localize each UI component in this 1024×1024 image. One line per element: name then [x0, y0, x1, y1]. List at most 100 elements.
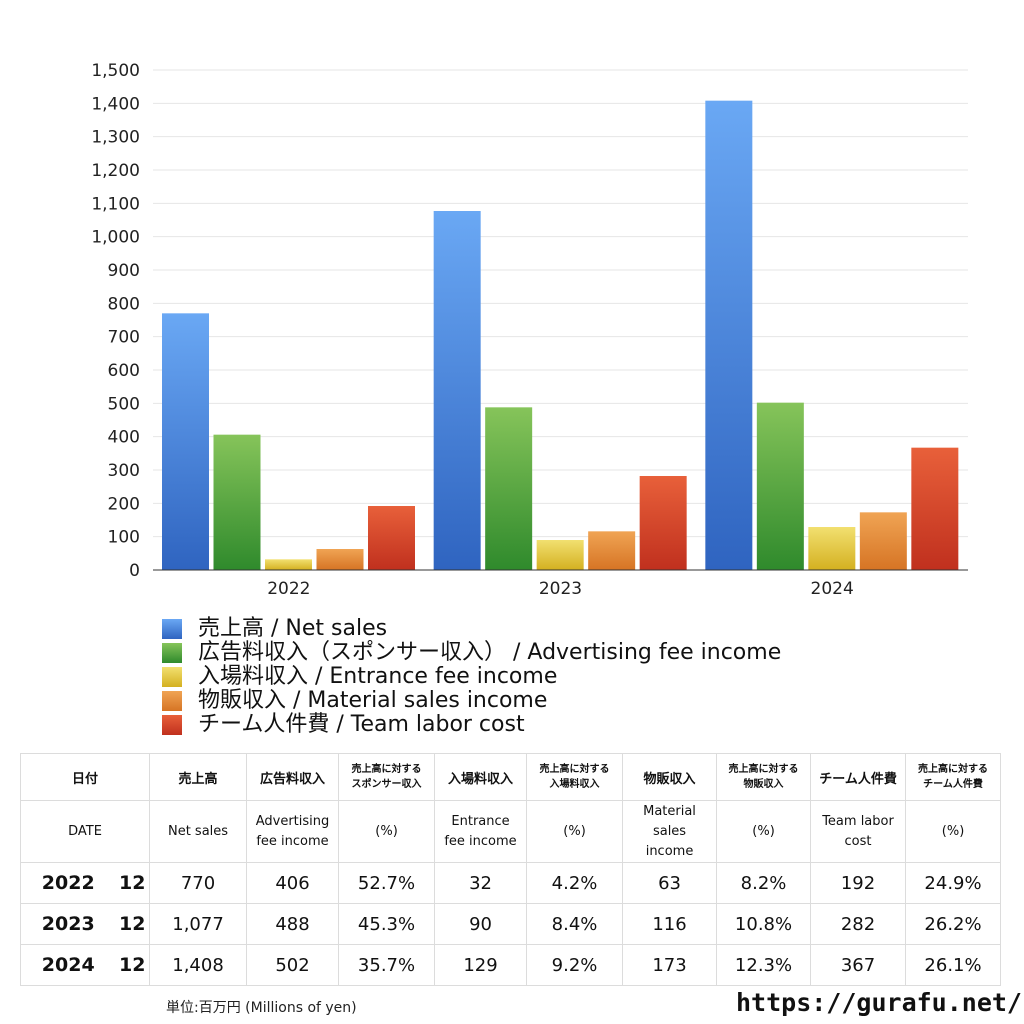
bar: [911, 447, 959, 570]
legend-swatch: [162, 691, 182, 711]
legend-item-advertising: 広告料収入（スポンサー収入） / Advertising fee income: [162, 641, 781, 665]
bar-chart: 0 100 200 300 400 500 600 700 800 900 1,000 1,100 1,…: [91, 61, 968, 599]
cell-labor-pct: 26.1%: [905, 944, 1002, 986]
cell-year: 2024: [20, 944, 116, 986]
header-net-sales-en: Net sales: [149, 800, 248, 863]
cell-material: 116: [622, 903, 718, 945]
cell-material: 173: [622, 944, 718, 986]
cell-advertising-pct: 52.7%: [338, 862, 436, 904]
cell-year: 2023: [20, 903, 116, 945]
cell-material-pct: 10.8%: [716, 903, 812, 945]
data-table: 日付 売上高 広告料収入 売上高に対する スポンサー収入 入場料収入 売上高に対す…: [19, 753, 1002, 986]
header-date-en: DATE: [19, 800, 151, 863]
header-material-pct-en: (%): [716, 800, 812, 863]
bar: [433, 211, 481, 570]
header-labor-en: Team labor cost: [810, 800, 907, 863]
cell-material: 63: [622, 862, 718, 904]
cell-labor: 282: [810, 903, 907, 945]
header-labor-pct-jp: 売上高に対する チーム人件費: [905, 753, 1002, 801]
cell-entrance-pct: 4.2%: [526, 862, 624, 904]
cell-entrance: 129: [434, 944, 528, 986]
bar: [705, 100, 753, 571]
table-row: 2024 12 1,408 502 35.7% 129 9.2% 173 12.…: [20, 944, 1002, 986]
source-url[interactable]: https://gurafu.net/: [736, 988, 1022, 1017]
cell-net-sales: 1,077: [149, 903, 248, 945]
cell-entrance: 90: [434, 903, 528, 945]
legend-item-net-sales: 売上高 / Net sales: [162, 617, 781, 641]
y-tick-label: 1,500: [91, 61, 140, 81]
header-advertising-en: Advertising fee income: [246, 800, 340, 863]
y-tick-label: 300: [108, 461, 140, 481]
x-tick-label: 2022: [267, 579, 310, 599]
y-tick-label: 800: [108, 294, 140, 314]
legend: 売上高 / Net sales 広告料収入（スポンサー収入） / Adverti…: [162, 617, 781, 737]
cell-labor-pct: 26.2%: [905, 903, 1002, 945]
legend-label: 売上高 / Net sales: [198, 616, 388, 641]
x-tick-label: 2024: [811, 579, 854, 599]
header-material-pct-jp: 売上高に対する 物販収入: [716, 753, 812, 801]
legend-label: チーム人件費 / Team labor cost: [198, 712, 525, 737]
cell-entrance-pct: 9.2%: [526, 944, 624, 986]
bar: [485, 407, 533, 570]
legend-swatch: [162, 667, 182, 687]
cell-advertising: 488: [246, 903, 340, 945]
cell-month: 12: [115, 903, 151, 945]
bar: [368, 506, 415, 570]
bar: [808, 527, 856, 570]
cell-net-sales: 770: [149, 862, 248, 904]
y-axis-ticks: 0 100 200 300 400 500 600 700 800 900 1,000 1,100 1,…: [91, 61, 140, 581]
y-tick-label: 400: [108, 428, 140, 448]
y-tick-label: 1,100: [91, 194, 140, 214]
cell-net-sales: 1,408: [149, 944, 248, 986]
header-material-jp: 物販収入: [622, 753, 718, 801]
legend-item-entrance: 入場料収入 / Entrance fee income: [162, 665, 781, 689]
header-date-jp: 日付: [19, 753, 151, 801]
legend-label: 広告料収入（スポンサー収入） / Advertising fee income: [198, 640, 782, 665]
y-tick-label: 100: [108, 528, 140, 548]
y-tick-label: 900: [108, 261, 140, 281]
y-tick-label: 1,000: [91, 228, 140, 248]
cell-year: 2022: [20, 862, 116, 904]
cell-labor: 192: [810, 862, 907, 904]
legend-label: 入場料収入 / Entrance fee income: [198, 664, 558, 689]
bar: [536, 540, 584, 570]
y-tick-label: 1,300: [91, 128, 140, 148]
header-labor-pct-en: (%): [905, 800, 1002, 863]
table-header-en: DATE Net sales Advertising fee income (%)…: [19, 800, 1002, 863]
cell-entrance: 32: [434, 862, 528, 904]
header-entrance-jp: 入場料収入: [434, 753, 528, 801]
table-header-jp: 日付 売上高 広告料収入 売上高に対する スポンサー収入 入場料収入 売上高に対す…: [19, 753, 1002, 801]
x-axis-ticks: 2022 2023 2024: [267, 579, 854, 599]
cell-material-pct: 8.2%: [716, 862, 812, 904]
bar: [316, 549, 364, 570]
legend-item-material: 物販収入 / Material sales income: [162, 689, 781, 713]
cell-month: 12: [115, 862, 151, 904]
header-entrance-en: Entrance fee income: [434, 800, 528, 863]
bar: [588, 531, 636, 570]
legend-label: 物販収入 / Material sales income: [198, 688, 548, 713]
header-net-sales-jp: 売上高: [149, 753, 248, 801]
legend-swatch: [162, 715, 182, 735]
cell-advertising-pct: 35.7%: [338, 944, 436, 986]
y-tick-label: 1,200: [91, 161, 140, 181]
cell-material-pct: 12.3%: [716, 944, 812, 986]
header-labor-jp: チーム人件費: [810, 753, 907, 801]
bar: [756, 402, 804, 570]
legend-item-labor: チーム人件費 / Team labor cost: [162, 713, 781, 737]
header-material-en: Material sales income: [622, 800, 718, 863]
cell-labor-pct: 24.9%: [905, 862, 1002, 904]
cell-advertising: 406: [246, 862, 340, 904]
legend-swatch: [162, 619, 182, 639]
y-tick-label: 500: [108, 394, 140, 414]
table-row: 2023 12 1,077 488 45.3% 90 8.4% 116 10.8…: [20, 903, 1002, 945]
cell-month: 12: [115, 944, 151, 986]
bar: [639, 476, 687, 570]
bars: [162, 100, 959, 571]
table-row: 2022 12 770 406 52.7% 32 4.2% 63 8.2% 19…: [20, 862, 1002, 904]
cell-advertising: 502: [246, 944, 340, 986]
y-tick-label: 0: [129, 561, 140, 581]
header-entrance-pct-jp: 売上高に対する 入場料収入: [526, 753, 624, 801]
y-tick-label: 1,400: [91, 94, 140, 114]
y-tick-label: 200: [108, 494, 140, 514]
header-advertising-jp: 広告料収入: [246, 753, 340, 801]
